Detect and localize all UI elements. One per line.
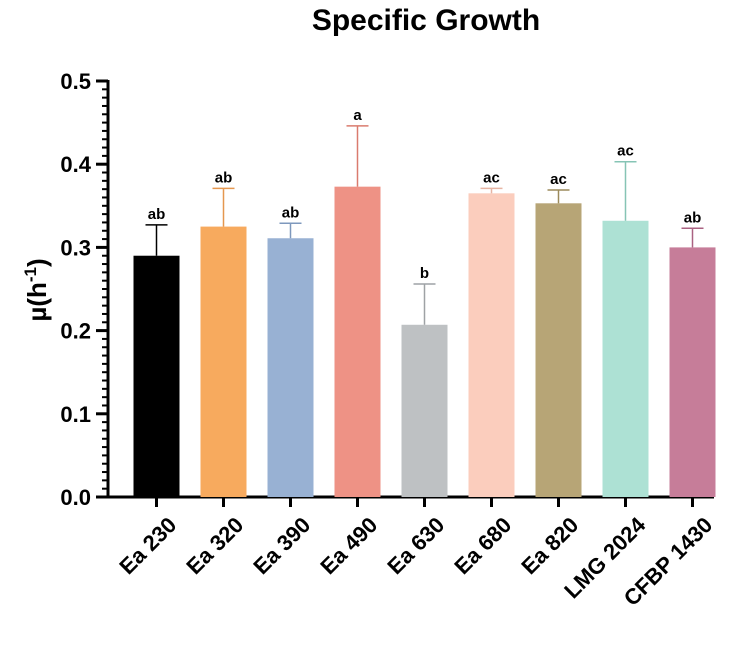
bar <box>200 226 247 497</box>
bar <box>535 203 582 497</box>
y-tick-label: 0.4 <box>60 152 91 177</box>
significance-label: a <box>353 107 362 124</box>
x-tick-label: Ea 680 <box>449 512 516 579</box>
bar <box>401 324 448 497</box>
bar <box>468 193 515 497</box>
x-tick-label: Ea 320 <box>181 512 248 579</box>
chart-title: Specific Growth <box>312 4 540 37</box>
significance-label: ab <box>684 209 702 226</box>
y-axis-label-base: µ(h <box>22 282 52 322</box>
y-tick-label: 0.3 <box>60 235 91 260</box>
significance-label: b <box>420 265 429 282</box>
y-tick-label: 0.2 <box>60 319 91 344</box>
x-tick-label: Ea 630 <box>382 512 449 579</box>
significance-label: ac <box>617 143 634 160</box>
x-tick-label: Ea 820 <box>516 512 583 579</box>
x-tick-label: Ea 490 <box>315 512 382 579</box>
x-tick-label: Ea 390 <box>248 512 315 579</box>
y-axis-label: µ(h-1) <box>21 258 52 321</box>
significance-label: ab <box>282 204 300 221</box>
y-axis-label-close: ) <box>22 258 52 267</box>
bar <box>669 247 716 497</box>
y-tick-label: 0.0 <box>60 485 91 510</box>
x-tick-label: Ea 230 <box>114 512 181 579</box>
significance-label: ab <box>215 169 233 186</box>
bar <box>267 238 314 498</box>
y-tick-label: 0.1 <box>60 402 91 427</box>
bar <box>602 220 649 497</box>
significance-label: ac <box>550 171 567 188</box>
y-tick-label: 0.5 <box>60 69 91 94</box>
bar <box>334 186 381 497</box>
y-axis-label-exponent: -1 <box>21 267 40 282</box>
significance-label: ac <box>483 169 500 186</box>
bar <box>133 255 180 497</box>
significance-label: ab <box>148 206 166 223</box>
